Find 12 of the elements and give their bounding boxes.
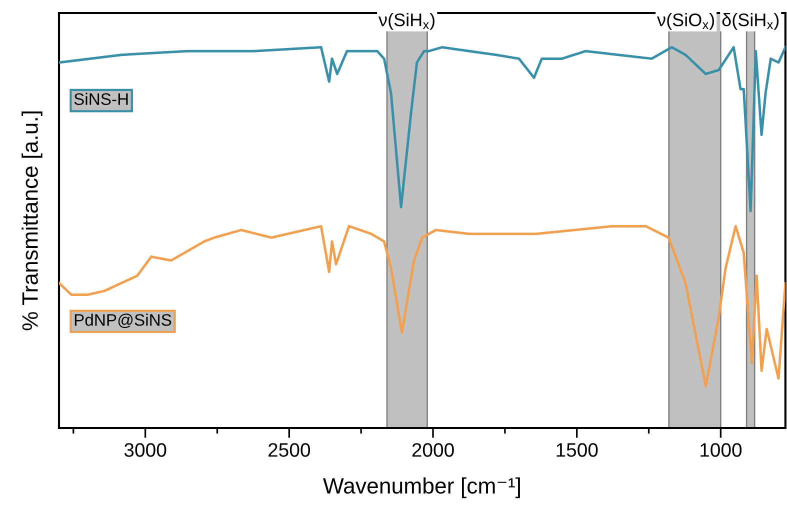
x-axis-title: Wavenumber [cm⁻¹] <box>323 477 520 498</box>
y-axis-title: % Transmittance [a.u.] <box>22 112 42 330</box>
x-tick-label: 3000 <box>124 443 166 457</box>
band-label: ν(SiO$_{x}$) <box>657 13 714 30</box>
series-label: PdNP@SiNS <box>74 314 172 328</box>
x-tick-label: 2000 <box>412 443 454 457</box>
band-label: ν(SiH$_{x}$) <box>378 13 434 30</box>
band-label: δ(SiH$_{x}$) <box>722 13 779 30</box>
x-tick-label: 1500 <box>556 443 598 457</box>
x-tick-label: 1000 <box>700 443 742 457</box>
x-tick-label: 2500 <box>268 443 310 457</box>
series-label: SiNS-H <box>74 92 128 106</box>
